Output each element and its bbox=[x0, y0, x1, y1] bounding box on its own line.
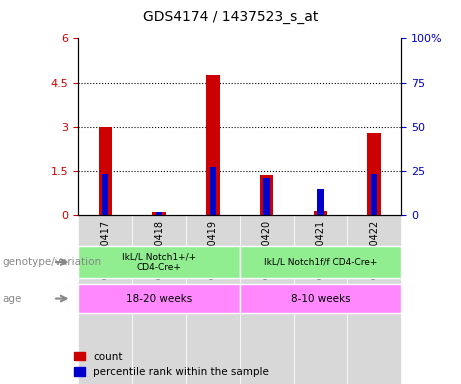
Bar bbox=[210, 167, 216, 215]
Bar bbox=[240, 215, 294, 384]
Bar bbox=[78, 215, 132, 384]
Bar bbox=[156, 212, 162, 215]
Bar bbox=[263, 178, 270, 215]
Text: GDS4174 / 1437523_s_at: GDS4174 / 1437523_s_at bbox=[143, 10, 318, 23]
Bar bbox=[152, 212, 166, 215]
Legend: count, percentile rank within the sample: count, percentile rank within the sample bbox=[74, 352, 269, 377]
Text: IkL/L Notch1+/+
CD4-Cre+: IkL/L Notch1+/+ CD4-Cre+ bbox=[122, 252, 196, 272]
Bar bbox=[313, 210, 327, 215]
Text: genotype/variation: genotype/variation bbox=[2, 257, 101, 267]
Text: 8-10 weeks: 8-10 weeks bbox=[290, 293, 350, 304]
Text: IkL/L Notch1f/f CD4-Cre+: IkL/L Notch1f/f CD4-Cre+ bbox=[264, 258, 377, 266]
Text: age: age bbox=[2, 293, 22, 304]
Bar bbox=[371, 174, 378, 215]
Text: 18-20 weeks: 18-20 weeks bbox=[126, 293, 192, 304]
Bar bbox=[347, 215, 401, 384]
Bar bbox=[78, 284, 240, 313]
Bar bbox=[260, 175, 273, 215]
Bar bbox=[102, 174, 108, 215]
Bar bbox=[317, 189, 324, 215]
Bar bbox=[240, 246, 401, 278]
Bar bbox=[206, 75, 219, 215]
Bar bbox=[294, 215, 347, 384]
Bar bbox=[186, 215, 240, 384]
Bar bbox=[367, 132, 381, 215]
Bar bbox=[99, 127, 112, 215]
Bar bbox=[132, 215, 186, 384]
Bar bbox=[78, 246, 240, 278]
Bar bbox=[240, 284, 401, 313]
